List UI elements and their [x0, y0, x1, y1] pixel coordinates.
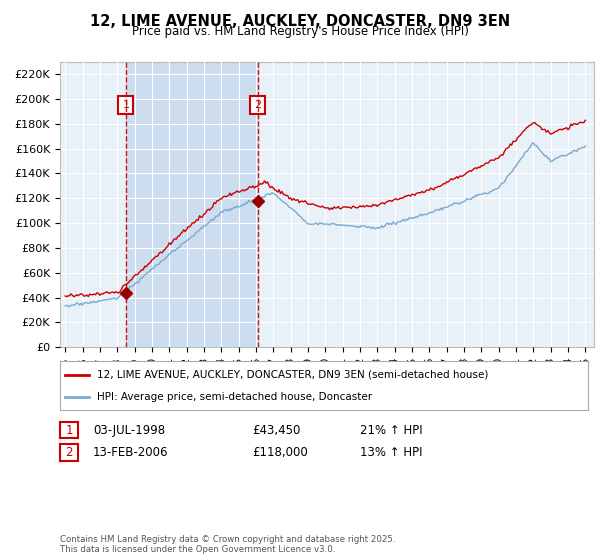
Text: 13% ↑ HPI: 13% ↑ HPI	[360, 446, 422, 459]
Text: Price paid vs. HM Land Registry's House Price Index (HPI): Price paid vs. HM Land Registry's House …	[131, 25, 469, 38]
Text: 13-FEB-2006: 13-FEB-2006	[93, 446, 169, 459]
Text: 2: 2	[254, 100, 261, 110]
Text: 1: 1	[122, 100, 130, 110]
Text: Contains HM Land Registry data © Crown copyright and database right 2025.
This d: Contains HM Land Registry data © Crown c…	[60, 535, 395, 554]
Text: £118,000: £118,000	[252, 446, 308, 459]
Text: 2: 2	[65, 446, 73, 459]
Text: 12, LIME AVENUE, AUCKLEY, DONCASTER, DN9 3EN: 12, LIME AVENUE, AUCKLEY, DONCASTER, DN9…	[90, 14, 510, 29]
Text: £43,450: £43,450	[252, 423, 301, 437]
Text: 03-JUL-1998: 03-JUL-1998	[93, 423, 165, 437]
Text: HPI: Average price, semi-detached house, Doncaster: HPI: Average price, semi-detached house,…	[97, 391, 372, 402]
Text: 1: 1	[65, 423, 73, 437]
Text: 21% ↑ HPI: 21% ↑ HPI	[360, 423, 422, 437]
Text: 12, LIME AVENUE, AUCKLEY, DONCASTER, DN9 3EN (semi-detached house): 12, LIME AVENUE, AUCKLEY, DONCASTER, DN9…	[97, 370, 488, 380]
Bar	[126, 62, 257, 347]
